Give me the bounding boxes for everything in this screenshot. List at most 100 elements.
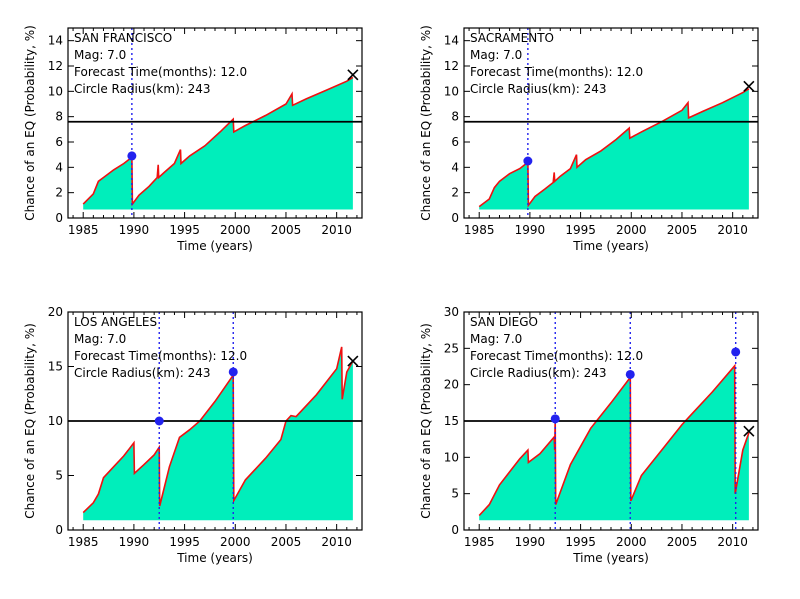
x-tick-label: 2010	[717, 535, 748, 549]
info-line: Forecast Time(months): 12.0	[470, 65, 643, 79]
info-line: Forecast Time(months): 12.0	[74, 65, 247, 79]
y-tick-label: 20	[444, 378, 459, 392]
x-tick-label: 2005	[271, 223, 302, 237]
x-tick-label: 1985	[464, 223, 495, 237]
forecast-marker	[743, 80, 755, 92]
forecast-marker	[743, 425, 755, 437]
x-tick-label: 1995	[565, 535, 596, 549]
x-tick-label: 1985	[68, 223, 99, 237]
y-axis-label: Chance of an EQ (Probability, %)	[23, 323, 37, 519]
x-tick-label: 1985	[464, 535, 495, 549]
info-line: Forecast Time(months): 12.0	[470, 349, 643, 363]
probability-area	[479, 365, 749, 521]
info-line: Mag: 7.0	[74, 332, 126, 346]
chart-panel: 1985 1990 1995 2000 2005 2010 0 5 10 15 20 Time (ye…	[23, 305, 363, 565]
probability-line	[478, 88, 750, 208]
y-tick-label: 25	[444, 341, 459, 355]
chart-title: LOS ANGELES	[74, 315, 157, 329]
y-tick-label: 15	[444, 414, 459, 428]
x-tick-label: 2000	[616, 223, 647, 237]
y-tick-label: 20	[48, 305, 63, 319]
x-axis-label: Time (years)	[572, 239, 649, 253]
x-tick-label: 2010	[321, 223, 352, 237]
y-tick-label: 6	[55, 135, 63, 149]
y-tick-label: 30	[444, 305, 459, 319]
info-line: Mag: 7.0	[470, 332, 522, 346]
info-line: Mag: 7.0	[470, 48, 522, 62]
chart-panel: 1985 1990 1995 2000 2005 2010 0 2 4 6 8 10 12 14 Time …	[23, 25, 363, 253]
y-tick-label: 10	[444, 84, 459, 98]
event-point	[228, 367, 238, 377]
y-tick-label: 14	[444, 34, 459, 48]
x-tick-label: 1995	[169, 535, 200, 549]
x-axis-label: Time (years)	[176, 551, 253, 565]
x-tick-label: 1995	[565, 223, 596, 237]
x-tick-label: 1995	[169, 223, 200, 237]
y-tick-label: 8	[451, 110, 459, 124]
y-axis-label: Chance of an EQ (Probability, %)	[419, 25, 433, 221]
chart-title: SACRAMENTO	[470, 31, 554, 45]
info-line: Circle Radius(km): 243	[470, 82, 607, 96]
y-tick-label: 0	[451, 523, 459, 537]
info-line: Circle Radius(km): 243	[74, 82, 211, 96]
event-point	[523, 156, 533, 166]
event-point	[127, 151, 137, 161]
y-tick-label: 15	[48, 360, 63, 374]
forecast-marker	[347, 69, 359, 81]
y-tick-label: 2	[55, 186, 63, 200]
info-line: Circle Radius(km): 243	[470, 366, 607, 380]
probability-line	[478, 363, 750, 517]
y-axis-label: Chance of an EQ (Probability, %)	[23, 25, 37, 221]
info-line: Forecast Time(months): 12.0	[74, 349, 247, 363]
y-tick-label: 12	[444, 59, 459, 73]
x-tick-label: 1985	[68, 535, 99, 549]
chart-panel: 1985 1990 1995 2000 2005 2010 0 2 4 6 8 10 12 14 Time …	[419, 25, 759, 253]
probability-area	[83, 346, 353, 521]
x-tick-label: 2005	[667, 535, 698, 549]
y-axis-label: Chance of an EQ (Probability, %)	[419, 323, 433, 519]
chart-title: SAN FRANCISCO	[74, 31, 172, 45]
y-tick-label: 12	[48, 59, 63, 73]
x-tick-label: 1990	[515, 223, 546, 237]
x-tick-label: 2010	[717, 223, 748, 237]
forecast-marker	[347, 355, 359, 367]
x-axis-label: Time (years)	[176, 239, 253, 253]
chart-title: SAN DIEGO	[470, 315, 538, 329]
event-point	[625, 369, 635, 379]
probability-line	[82, 76, 354, 207]
y-tick-label: 0	[55, 211, 63, 225]
event-point	[154, 416, 164, 426]
x-tick-label: 2000	[220, 223, 251, 237]
y-tick-label: 10	[48, 414, 63, 428]
y-tick-label: 5	[451, 487, 459, 501]
x-tick-label: 2010	[321, 535, 352, 549]
y-tick-label: 5	[55, 469, 63, 483]
info-line: Circle Radius(km): 243	[74, 366, 211, 380]
x-tick-label: 1990	[515, 535, 546, 549]
x-tick-label: 2000	[616, 535, 647, 549]
x-axis-label: Time (years)	[572, 551, 649, 565]
y-tick-label: 6	[451, 135, 459, 149]
y-tick-label: 2	[451, 186, 459, 200]
probability-area	[83, 77, 353, 210]
y-tick-label: 0	[451, 211, 459, 225]
y-tick-label: 10	[444, 450, 459, 464]
x-tick-label: 2005	[667, 223, 698, 237]
probability-area	[479, 88, 749, 210]
y-tick-label: 10	[48, 84, 63, 98]
event-point	[550, 414, 560, 424]
y-tick-label: 4	[451, 160, 459, 174]
y-tick-label: 14	[48, 34, 63, 48]
info-line: Mag: 7.0	[74, 48, 126, 62]
x-tick-label: 2000	[220, 535, 251, 549]
chart-panel: 1985 1990 1995 2000 2005 2010 0 5 10 15 20 25 30 Time…	[419, 305, 759, 565]
y-tick-label: 8	[55, 110, 63, 124]
y-tick-label: 4	[55, 160, 63, 174]
x-tick-label: 2005	[271, 535, 302, 549]
x-tick-label: 1990	[119, 223, 150, 237]
x-tick-label: 1990	[119, 535, 150, 549]
y-tick-label: 0	[55, 523, 63, 537]
event-point	[731, 347, 741, 357]
